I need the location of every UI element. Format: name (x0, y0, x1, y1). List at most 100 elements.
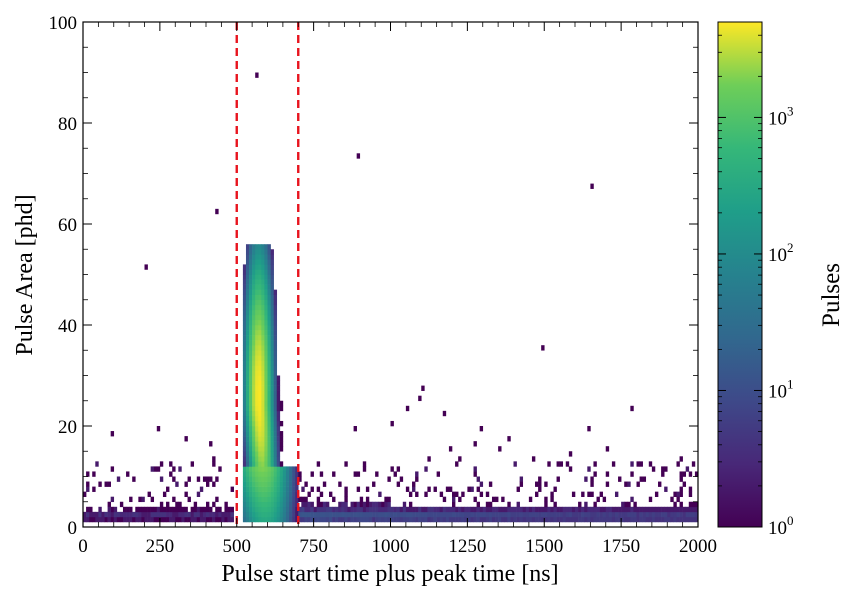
heatmap-bin (488, 501, 493, 508)
heatmap-bin (368, 506, 373, 513)
heatmap-bin (682, 481, 687, 487)
heatmap-bin (209, 516, 213, 523)
heatmap-bin (255, 451, 259, 457)
heatmap-bin (439, 516, 444, 523)
heatmap-bin (605, 511, 610, 518)
heatmap-bin (396, 466, 401, 472)
heatmap-bin (264, 431, 268, 437)
heatmap-bin (648, 516, 653, 523)
heatmap-bin (172, 516, 176, 523)
heatmap-bin (255, 319, 259, 326)
heatmap-bin (473, 441, 477, 447)
heatmap-bin (249, 491, 253, 497)
heatmap-bin (694, 506, 699, 513)
heatmap-bin (501, 506, 505, 513)
heatmap-bin (633, 501, 637, 508)
heatmap-bin (273, 294, 278, 301)
heatmap-bin (298, 516, 302, 523)
heatmap-bin (279, 471, 284, 477)
heatmap-bin (578, 511, 582, 518)
heatmap-bin (270, 405, 274, 412)
heatmap-bin (415, 506, 419, 513)
heatmap-bin (190, 511, 195, 518)
heatmap-bin (282, 516, 287, 523)
heatmap-bin (519, 516, 524, 523)
heatmap-bin (258, 299, 262, 306)
heatmap-bin (381, 516, 385, 523)
heatmap-bin (190, 461, 195, 467)
heatmap-bin (344, 516, 348, 523)
heatmap-bin (255, 72, 259, 78)
heatmap-bin (270, 410, 274, 417)
heatmap-bin (335, 516, 339, 523)
heatmap-bin (630, 516, 634, 523)
heatmap-bin (516, 506, 520, 513)
heatmap-bin (245, 426, 250, 432)
heatmap-bin (624, 516, 628, 523)
heatmap-bin (261, 244, 265, 250)
heatmap-bin (418, 516, 422, 523)
heatmap-bin (101, 516, 105, 523)
heatmap-bin (694, 516, 699, 523)
heatmap-bin (141, 511, 145, 518)
heatmap-bin (691, 506, 696, 513)
heatmap-bin (581, 511, 585, 518)
heatmap-bin (249, 456, 253, 462)
heatmap-bin (169, 511, 173, 518)
heatmap-bin (245, 345, 250, 351)
heatmap-bin (519, 506, 524, 513)
heatmap-bin (249, 335, 253, 341)
heatmap-bin (255, 420, 259, 427)
heatmap-bin (267, 330, 271, 336)
heatmap-bin (249, 314, 253, 321)
heatmap-bin (473, 471, 477, 477)
heatmap-bin (479, 481, 484, 487)
heatmap-bin (584, 511, 588, 518)
heatmap-bin (150, 466, 155, 472)
heatmap-bin (639, 506, 643, 513)
heatmap-bin (110, 466, 115, 472)
heatmap-bin (206, 476, 210, 482)
heatmap-bin (679, 486, 683, 492)
heatmap-bin (261, 325, 265, 331)
heatmap-bin (261, 461, 265, 467)
heatmap-bin (596, 516, 600, 523)
heatmap-bin (249, 319, 253, 326)
heatmap-bin (519, 476, 524, 482)
heatmap-bin (584, 516, 588, 523)
heatmap-bin (273, 481, 278, 487)
heatmap-bin (159, 461, 164, 467)
heatmap-bin (279, 420, 284, 427)
heatmap-bin (387, 516, 391, 523)
heatmap-bin (255, 294, 259, 301)
heatmap-bin (196, 476, 201, 482)
heatmap-bin (252, 506, 256, 513)
heatmap-bin (513, 461, 517, 467)
heatmap-bin (267, 390, 271, 396)
heatmap-bin (276, 491, 281, 497)
heatmap-bin (571, 491, 576, 497)
heatmap-bin (430, 511, 434, 518)
heatmap-bin (255, 360, 259, 366)
heatmap-bin (245, 375, 250, 381)
heatmap-bin (98, 516, 102, 523)
heatmap-bin (679, 511, 683, 518)
heatmap-bin (485, 491, 490, 497)
heatmap-bin (605, 516, 610, 523)
heatmap-bin (550, 496, 554, 503)
heatmap-bin (261, 304, 265, 311)
heatmap-bin (384, 496, 388, 503)
heatmap-bin (249, 415, 253, 422)
heatmap-bin (301, 501, 305, 508)
heatmap-bin (267, 395, 271, 402)
heatmap-bin (258, 340, 262, 346)
heatmap-bin (310, 501, 314, 508)
heatmap-bin (658, 516, 662, 523)
heatmap-bin (473, 466, 477, 472)
heatmap-bin (273, 289, 278, 295)
heatmap-bin (270, 385, 274, 391)
heatmap-bin (562, 506, 567, 513)
heatmap-bin (258, 254, 262, 260)
heatmap-bin (147, 491, 151, 497)
heatmap-bin (242, 491, 247, 497)
